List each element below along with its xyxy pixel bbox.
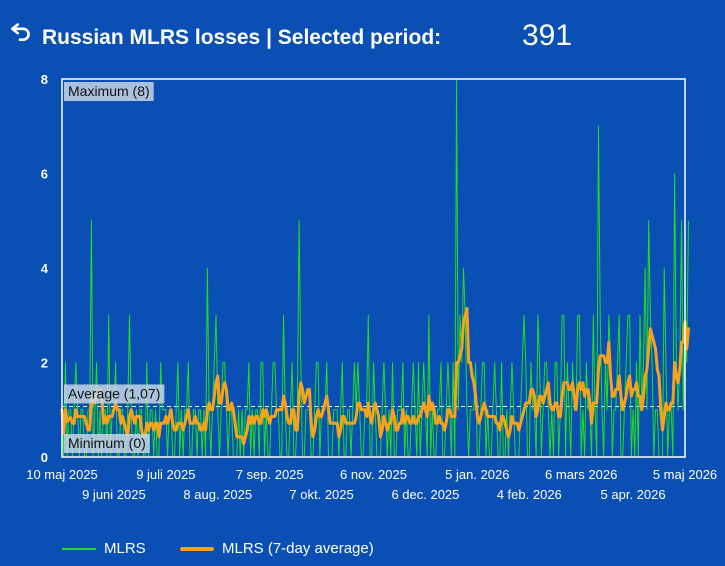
x-tick-label: 10 maj 2025: [26, 467, 98, 482]
x-tick-label: 6 nov. 2025: [340, 467, 407, 482]
reference-label-bg: [64, 82, 154, 101]
x-tick-label: 6 mars 2026: [545, 467, 617, 482]
legend-swatch-mlrs-7day: [180, 546, 214, 551]
reference-label-text: Average (1,07): [68, 385, 160, 401]
reference-label: Minimum (0): [64, 434, 150, 453]
legend-item-mlrs[interactable]: MLRS: [62, 540, 146, 557]
reference-label-text: Minimum (0): [68, 435, 146, 451]
x-tick-label: 5 maj 2026: [653, 467, 717, 482]
chart-header: Russian MLRS losses | Selected period: 3…: [0, 0, 725, 70]
plot-background: [62, 79, 685, 457]
y-tick-label: 4: [41, 261, 49, 276]
plot-frame: [61, 78, 686, 458]
x-tick-label: 4 feb. 2026: [497, 487, 562, 502]
reference-label-text: Maximum (8): [68, 83, 150, 99]
x-tick-label: 7 okt. 2025: [289, 487, 353, 502]
series-line-mlrs-7day-average: [60, 307, 690, 445]
x-tick-label: 8 aug. 2025: [183, 487, 252, 502]
selected-period-total: 391: [522, 19, 573, 52]
reference-label-bg: [64, 434, 150, 453]
legend-item-mlrs-7day[interactable]: MLRS (7-day average): [180, 540, 374, 557]
x-tick-label: 9 juni 2025: [82, 487, 146, 502]
mlrs-line-chart: Maximum (8) Average (1,07) Minimum (0) 0 2 4…: [26, 72, 717, 502]
x-tick-label: 9 juli 2025: [136, 467, 195, 482]
chart-title: Russian MLRS losses | Selected period:: [42, 26, 442, 49]
x-tick-label: 7 sep. 2025: [236, 467, 304, 482]
reference-label: Average (1,07): [64, 384, 165, 404]
y-tick-label: 2: [41, 356, 48, 371]
reference-label: Maximum (8): [64, 82, 154, 101]
x-tick-label: 5 apr. 2026: [601, 487, 666, 502]
series-line-mlrs: [61, 78, 689, 458]
legend-label-mlrs-7day: MLRS (7-day average): [222, 540, 374, 557]
legend-swatch-mlrs: [62, 547, 96, 550]
reference-label-bg: [64, 384, 165, 404]
y-tick-label: 8: [41, 72, 48, 87]
undo-arrow-icon[interactable]: [8, 18, 34, 44]
x-tick-label: 6 dec. 2025: [391, 487, 459, 502]
legend-label-mlrs: MLRS: [104, 540, 146, 557]
x-tick-label: 5 jan. 2026: [445, 467, 509, 482]
y-tick-label: 0: [41, 450, 48, 465]
y-tick-label: 6: [41, 167, 48, 182]
